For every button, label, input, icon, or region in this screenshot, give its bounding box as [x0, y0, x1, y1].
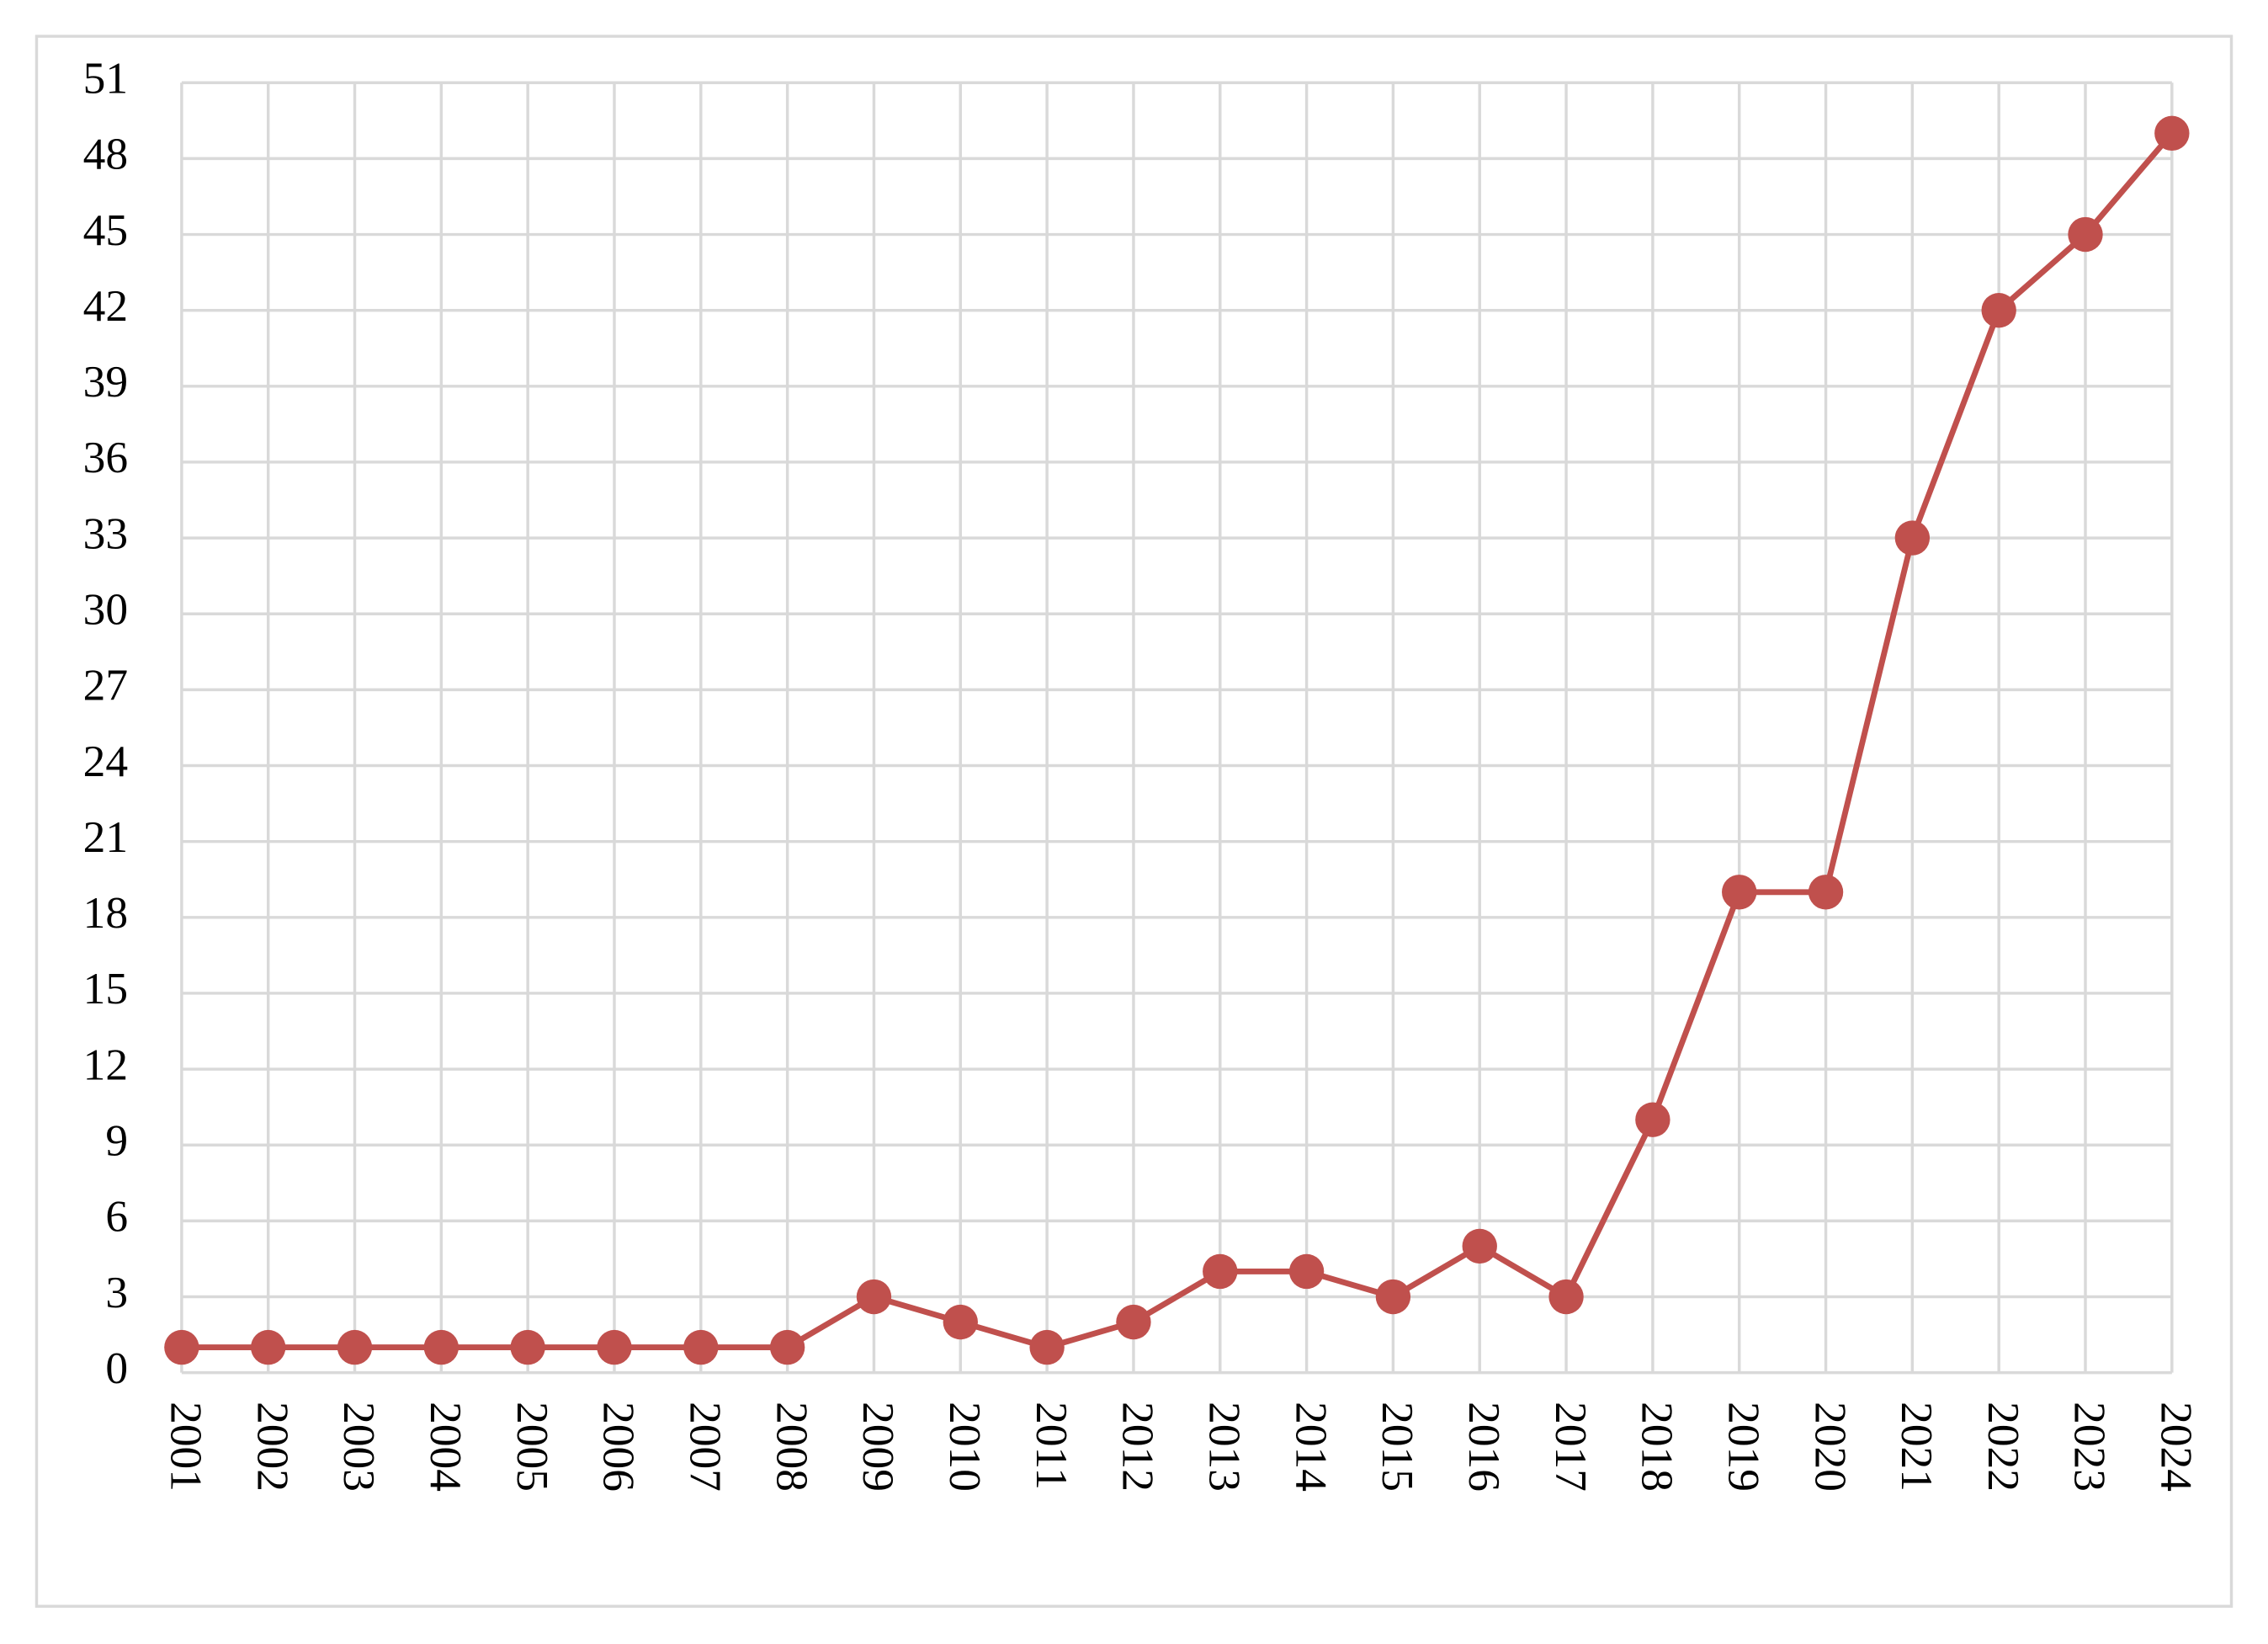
- y-tick-label: 24: [83, 736, 128, 786]
- point: [856, 1279, 892, 1315]
- point: [164, 1329, 199, 1365]
- point: [337, 1329, 373, 1365]
- y-tick-label: 0: [105, 1343, 128, 1393]
- x-tick-label: 2011: [1027, 1402, 1077, 1490]
- x-tick-label: 2007: [681, 1402, 731, 1492]
- y-tick-label: 39: [83, 356, 128, 407]
- y-tick-label: 33: [83, 508, 128, 558]
- point: [2154, 115, 2190, 152]
- y-tick-label: 42: [83, 280, 128, 331]
- x-tick-label: 2016: [1459, 1402, 1510, 1492]
- point: [943, 1304, 978, 1340]
- point: [1375, 1279, 1411, 1315]
- y-tick-label: 21: [83, 811, 128, 862]
- y-tick-label: 9: [105, 1115, 128, 1166]
- point: [1808, 875, 1844, 910]
- y-tick-label: 18: [83, 887, 128, 938]
- point: [1635, 1102, 1670, 1137]
- x-tick-label: 2008: [767, 1402, 817, 1492]
- x-tick-label: 2002: [247, 1402, 298, 1492]
- y-tick-label: 12: [83, 1039, 128, 1089]
- y-tick-label: 15: [83, 963, 128, 1014]
- x-tick-label: 2022: [1979, 1402, 2029, 1492]
- x-tick-label: 2020: [1805, 1402, 1856, 1492]
- x-tick-label: 2015: [1373, 1402, 1423, 1492]
- y-tick-label: 30: [83, 584, 128, 635]
- point: [423, 1329, 459, 1365]
- y-tick-label: 27: [83, 660, 128, 710]
- point: [1462, 1228, 1497, 1264]
- x-tick-label: 2005: [507, 1402, 558, 1492]
- x-tick-label: 2013: [1199, 1402, 1250, 1492]
- x-tick-label: 2018: [1633, 1402, 1683, 1492]
- y-tick-label: 48: [83, 129, 128, 179]
- point: [1116, 1304, 1151, 1340]
- x-tick-label: 2012: [1113, 1402, 1164, 1492]
- point: [510, 1329, 545, 1365]
- y-tick-label: 51: [83, 53, 128, 104]
- point: [1981, 292, 2016, 328]
- x-tick-label: 2006: [594, 1402, 645, 1492]
- y-tick-label: 36: [83, 432, 128, 482]
- x-tick-label: 2023: [2065, 1402, 2116, 1492]
- x-tick-label: 2019: [1718, 1402, 1769, 1492]
- point: [1722, 875, 1757, 910]
- x-tick-label: 2021: [1892, 1402, 1942, 1492]
- y-tick-label: 45: [83, 205, 128, 255]
- point: [597, 1329, 632, 1365]
- y-tick-label: 6: [105, 1191, 128, 1242]
- plot: [164, 115, 2190, 1365]
- x-tick-label: 2003: [334, 1402, 385, 1492]
- point: [2068, 216, 2103, 253]
- point: [1548, 1279, 1584, 1315]
- x-tick-label: 2001: [162, 1402, 212, 1492]
- y-tick-label: 3: [105, 1267, 128, 1317]
- x-tick-label: 2024: [2152, 1402, 2202, 1492]
- point: [1203, 1253, 1238, 1290]
- point: [769, 1329, 805, 1365]
- x-tick-label: 2017: [1546, 1402, 1596, 1492]
- x-tick-label: 2010: [940, 1402, 991, 1492]
- x-tick-label: 2014: [1286, 1402, 1336, 1492]
- point: [683, 1329, 719, 1365]
- point: [251, 1329, 286, 1365]
- x-tick-label: 2009: [853, 1402, 904, 1492]
- point: [1029, 1329, 1065, 1365]
- point: [1288, 1253, 1325, 1290]
- point: [1894, 520, 1931, 556]
- x-tick-label: 2004: [421, 1402, 471, 1492]
